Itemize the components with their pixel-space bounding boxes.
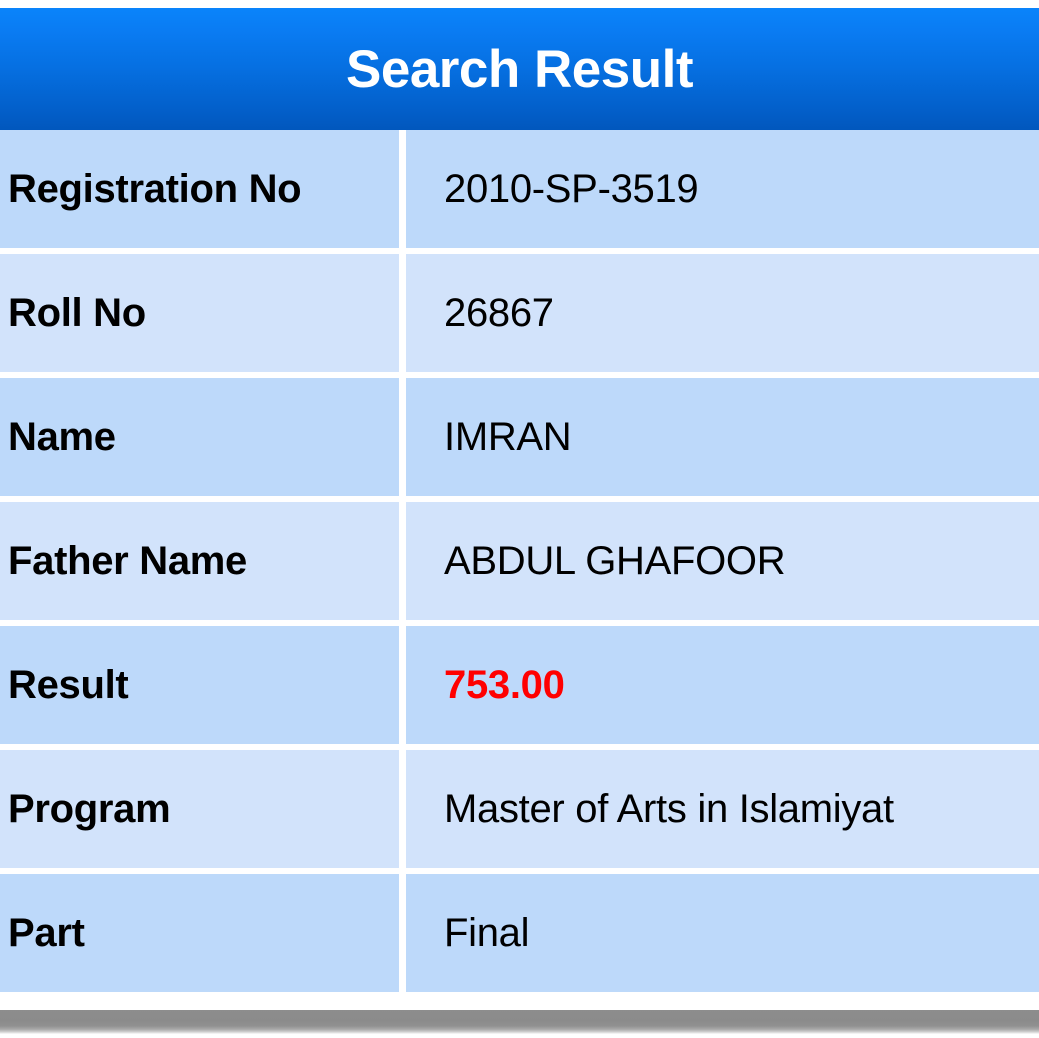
row-label-registration-no: Registration No — [0, 130, 399, 248]
row-value-registration-no: 2010-SP-3519 — [406, 130, 1039, 248]
row-label-name: Name — [0, 378, 399, 496]
horizontal-scrollbar[interactable] — [0, 1010, 1039, 1038]
result-header-bar: Search Result — [0, 8, 1039, 130]
horizontal-scrollbar-thumb[interactable] — [0, 1010, 1039, 1034]
row-label-part: Part — [0, 874, 399, 992]
table-row: Name IMRAN — [0, 378, 1039, 496]
table-row: Roll No 26867 — [0, 254, 1039, 372]
result-table: Registration No 2010-SP-3519 Roll No 268… — [0, 130, 1039, 992]
top-spacer — [0, 0, 1039, 8]
table-row: Part Final — [0, 874, 1039, 992]
row-value-roll-no: 26867 — [406, 254, 1039, 372]
row-value-father-name: ABDUL GHAFOOR — [406, 502, 1039, 620]
table-row: Registration No 2010-SP-3519 — [0, 130, 1039, 248]
row-label-father-name: Father Name — [0, 502, 399, 620]
row-value-part: Final — [406, 874, 1039, 992]
row-value-program: Master of Arts in Islamiyat — [406, 750, 1039, 868]
row-value-name: IMRAN — [406, 378, 1039, 496]
row-value-result: 753.00 — [406, 626, 1039, 744]
page-title: Search Result — [346, 39, 693, 99]
table-row: Father Name ABDUL GHAFOOR — [0, 502, 1039, 620]
table-row: Result 753.00 — [0, 626, 1039, 744]
row-label-program: Program — [0, 750, 399, 868]
table-row: Program Master of Arts in Islamiyat — [0, 750, 1039, 868]
row-label-roll-no: Roll No — [0, 254, 399, 372]
row-label-result: Result — [0, 626, 399, 744]
